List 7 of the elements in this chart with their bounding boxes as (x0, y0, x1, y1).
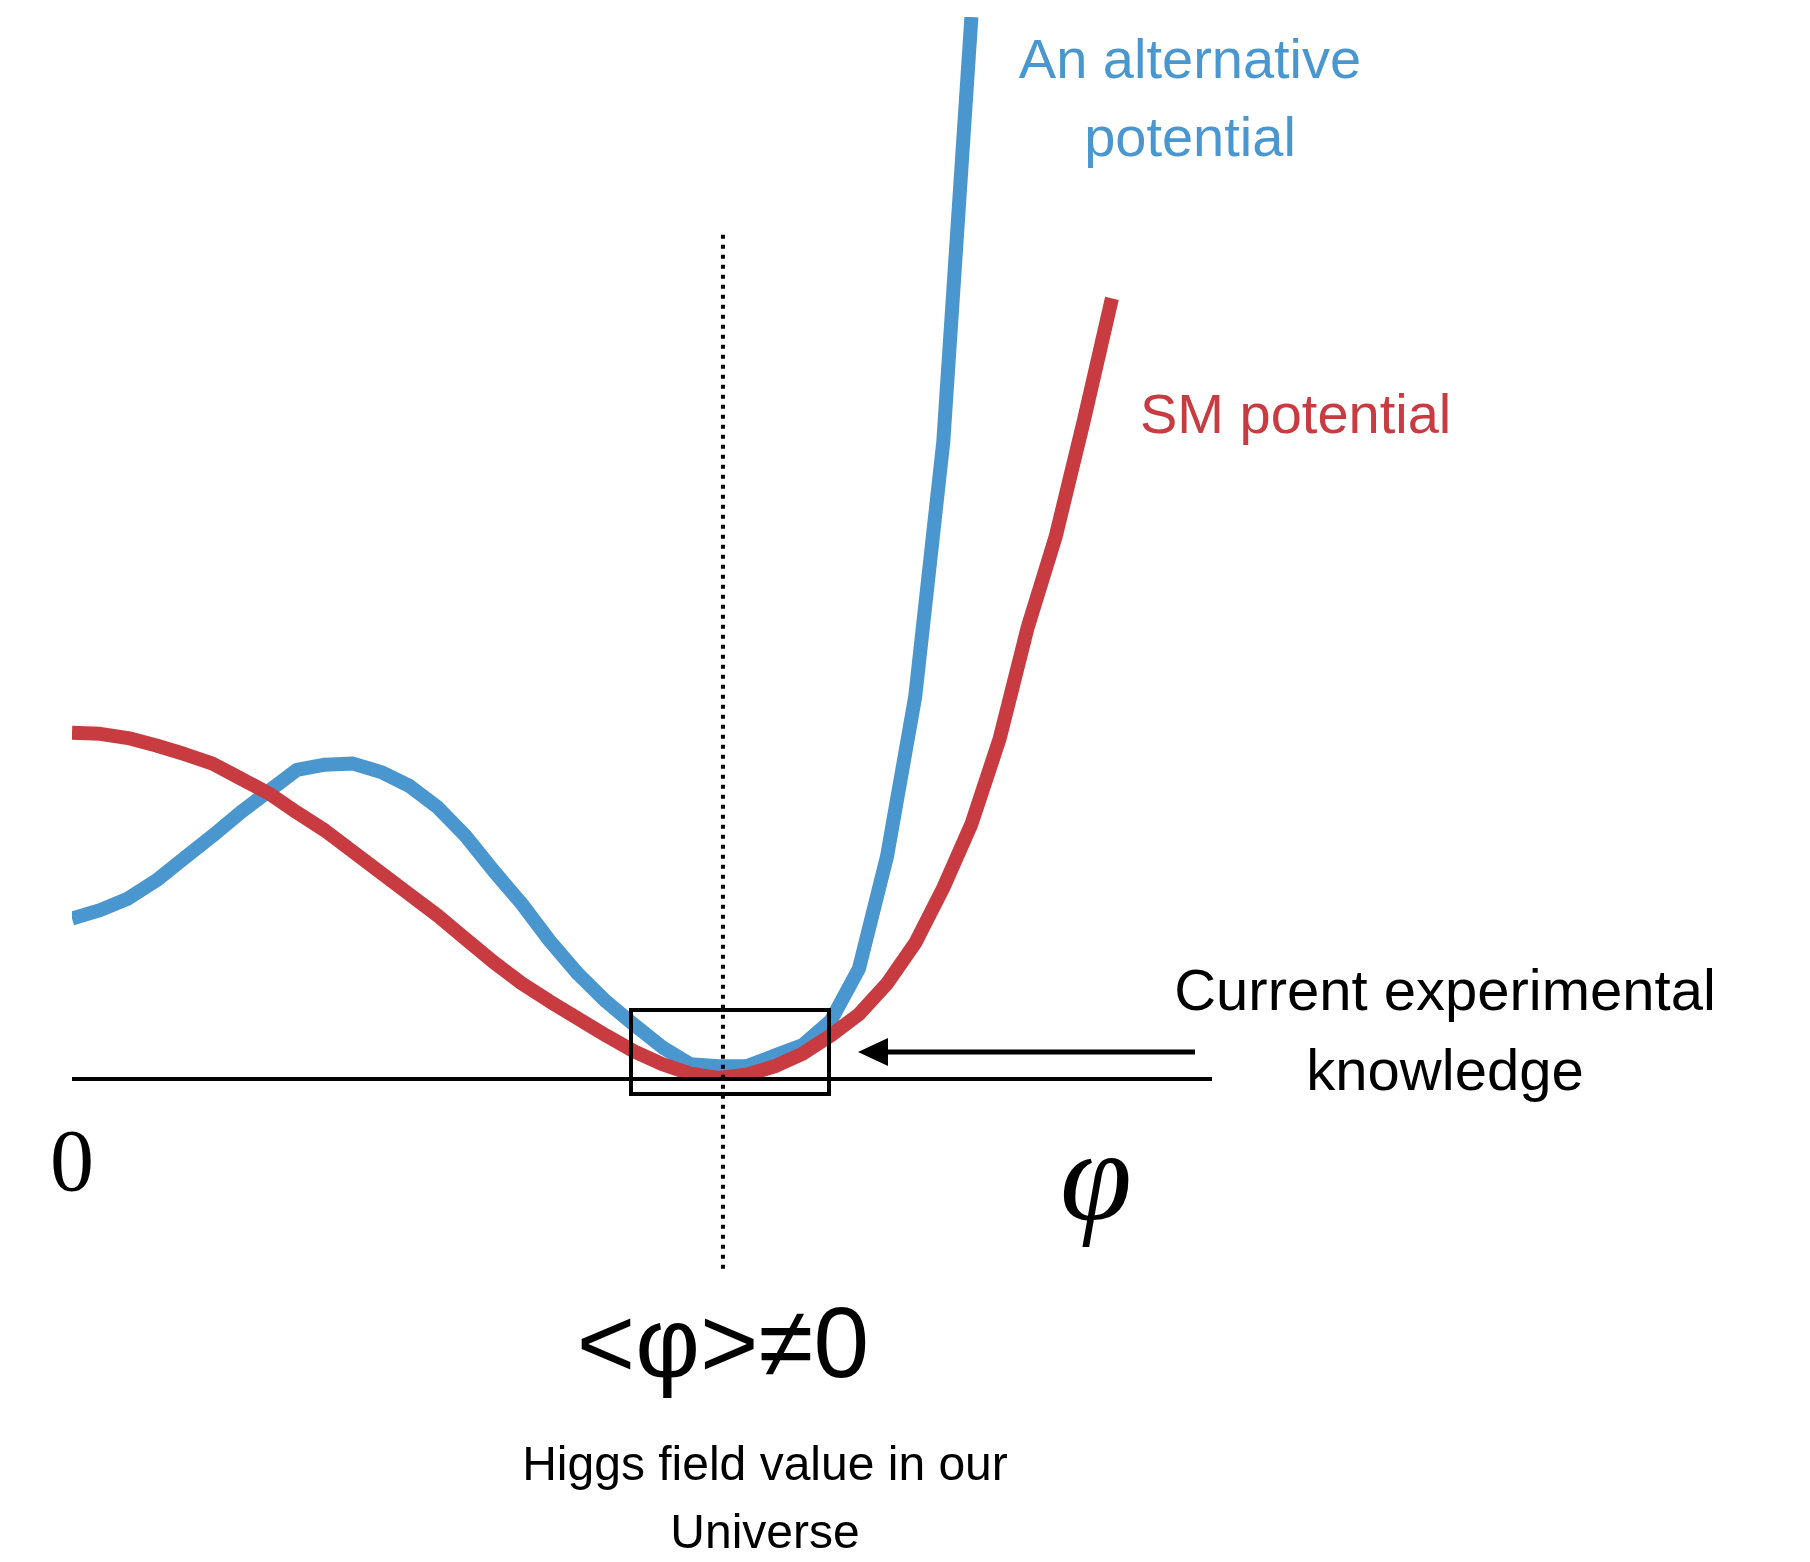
x-axis-title: φ (1060, 1102, 1132, 1249)
annotation: Current experimental knowledge (1174, 957, 1716, 1102)
series-label: SM potential (1140, 381, 1453, 447)
series-label: An alternative potential (1017, 26, 1363, 170)
text: 0 (49, 1111, 95, 1211)
text: <φ>≠0 (575, 1285, 870, 1400)
text: Higgs field value in our Universe (521, 1436, 1009, 1560)
